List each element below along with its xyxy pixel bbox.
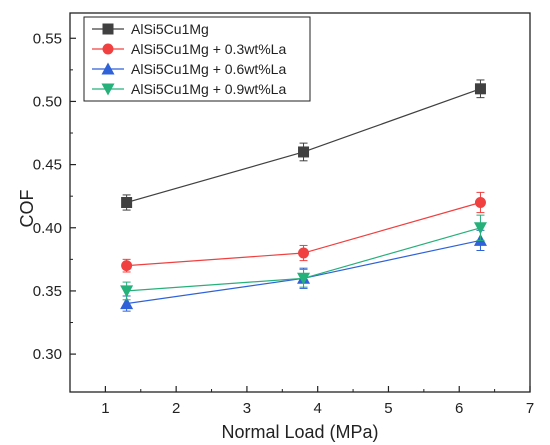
- legend-box: [83, 16, 311, 102]
- y-tick-label: 0.35: [33, 283, 62, 300]
- legend-label: AlSi5Cu1Mg + 0.9wt%La: [131, 81, 286, 97]
- x-axis-title: Normal Load (MPa): [221, 422, 378, 442]
- x-tick-label: 3: [243, 400, 251, 417]
- axes: 1 2 3 4 5 6 7 0.30 0.35 0.40 0.45 0.50 0.55: [33, 12, 534, 417]
- y-tick-label: 0.50: [33, 93, 62, 110]
- data-point: [474, 197, 486, 208]
- series-2: [121, 191, 486, 273]
- plot-frame: [69, 12, 531, 393]
- data-point: [297, 272, 311, 285]
- y-tick-label: 0.45: [33, 157, 62, 174]
- legend-label: AlSi5Cu1Mg: [131, 21, 209, 37]
- legend-label: AlSi5Cu1Mg + 0.3wt%La: [131, 41, 286, 57]
- plot-area: [120, 79, 487, 312]
- x-tick-label: 4: [314, 400, 322, 417]
- data-point: [121, 260, 133, 272]
- y-tick-label: 0.55: [33, 30, 62, 47]
- legend-marker: [101, 62, 115, 75]
- data-point: [120, 285, 134, 298]
- data-point: [121, 197, 133, 208]
- legend-label: AlSi5Cu1Mg + 0.6wt%La: [131, 61, 286, 77]
- x-tick-label: 6: [455, 400, 463, 417]
- data-point: [298, 146, 310, 158]
- y-axis-title: COF: [17, 190, 37, 228]
- series-1: [121, 79, 486, 211]
- data-point: [120, 297, 134, 310]
- data-point: [474, 83, 486, 95]
- y-tick-label: 0.40: [33, 220, 62, 237]
- y-tick-label: 0.30: [33, 346, 62, 363]
- legend-marker: [102, 43, 114, 55]
- series-4: [120, 214, 487, 301]
- x-tick-label: 1: [101, 400, 109, 417]
- x-tick-label: 2: [172, 400, 180, 417]
- legend-marker: [101, 83, 115, 96]
- data-point: [298, 247, 310, 259]
- legend-marker: [102, 23, 114, 35]
- x-tick-label: 5: [384, 400, 392, 417]
- legend: AlSi5Cu1Mg AlSi5Cu1Mg + 0.3wt%La AlSi5Cu1M…: [83, 16, 311, 102]
- data-point: [473, 222, 487, 235]
- x-tick-label: 7: [526, 400, 534, 417]
